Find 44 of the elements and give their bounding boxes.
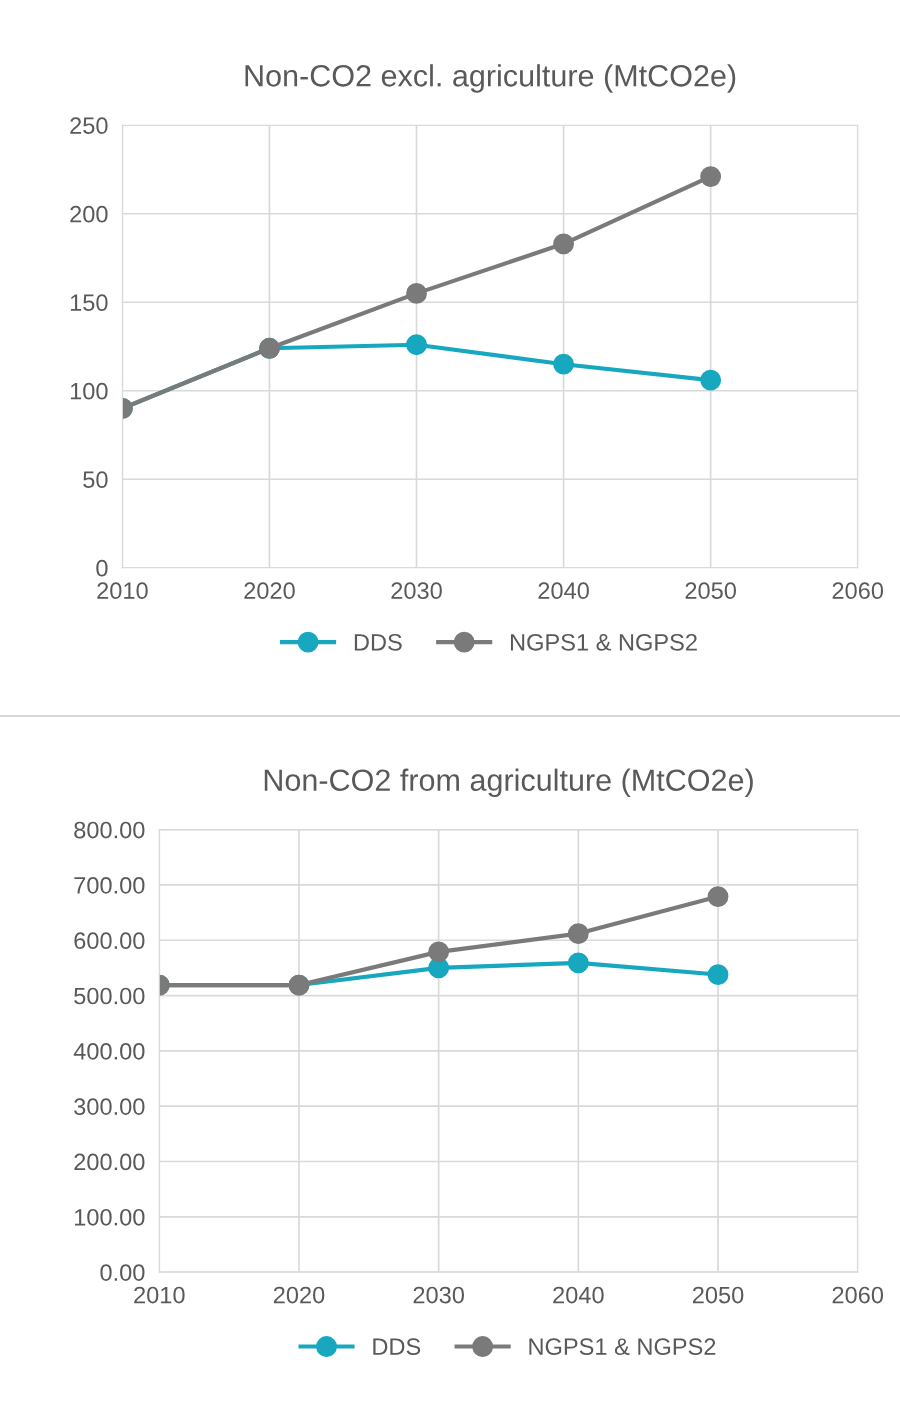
x-tick-label: 2050 [692, 1286, 744, 1304]
chart-title: Non-CO2 excl. agriculture (MtCO2e) [245, 64, 736, 93]
x-tick-label: 2050 [685, 582, 736, 600]
x-tick-label: 2030 [391, 582, 442, 600]
point [567, 923, 589, 945]
point [553, 353, 574, 375]
y-tick-label: 200.00 [74, 1153, 145, 1171]
point [707, 964, 729, 985]
x-tick-label: 2040 [538, 582, 589, 600]
y-tick-label: 250 [70, 117, 108, 135]
legend-label: NGPS1 & NGPS2 [510, 633, 697, 651]
legend-label: DDS [354, 633, 402, 651]
x-tick-label: 2030 [413, 1286, 464, 1304]
point [567, 952, 589, 974]
y-tick-label: 300.00 [74, 1098, 145, 1115]
y-tick-label: 600.00 [74, 932, 145, 950]
y-tick-label: 800.00 [74, 821, 145, 839]
x-tick-label: 2010 [134, 1286, 185, 1304]
y-tick-label: 0 [96, 559, 108, 577]
point [700, 166, 722, 187]
y-tick-label: 0.00 [100, 1264, 145, 1281]
y-tick-label: 500.00 [74, 987, 145, 1005]
chart-title: Non-CO2 from agriculture (MtCO2e) [264, 768, 753, 798]
y-tick-label: 150 [70, 294, 108, 312]
x-tick-label: 2010 [97, 582, 148, 600]
legend-label: DDS [373, 1338, 421, 1356]
y-tick-label: 700.00 [74, 877, 145, 894]
point [406, 282, 427, 304]
point [553, 233, 574, 255]
point [707, 886, 729, 907]
x-tick-label: 2020 [244, 582, 295, 600]
x-tick-label: 2020 [273, 1286, 325, 1304]
y-tick-label: 100 [70, 382, 108, 400]
point [406, 334, 427, 356]
point [428, 941, 450, 963]
legend-label: NGPS1 & NGPS2 [529, 1338, 716, 1356]
y-tick-label: 400.00 [73, 1042, 145, 1060]
x-tick-label: 2060 [832, 1286, 884, 1304]
y-tick-label: 200 [70, 205, 108, 223]
y-tick-label: 100.00 [75, 1208, 145, 1226]
x-tick-label: 2040 [553, 1286, 604, 1304]
point [700, 369, 722, 391]
y-tick-label: 50 [83, 471, 108, 489]
x-tick-label: 2060 [832, 582, 884, 600]
